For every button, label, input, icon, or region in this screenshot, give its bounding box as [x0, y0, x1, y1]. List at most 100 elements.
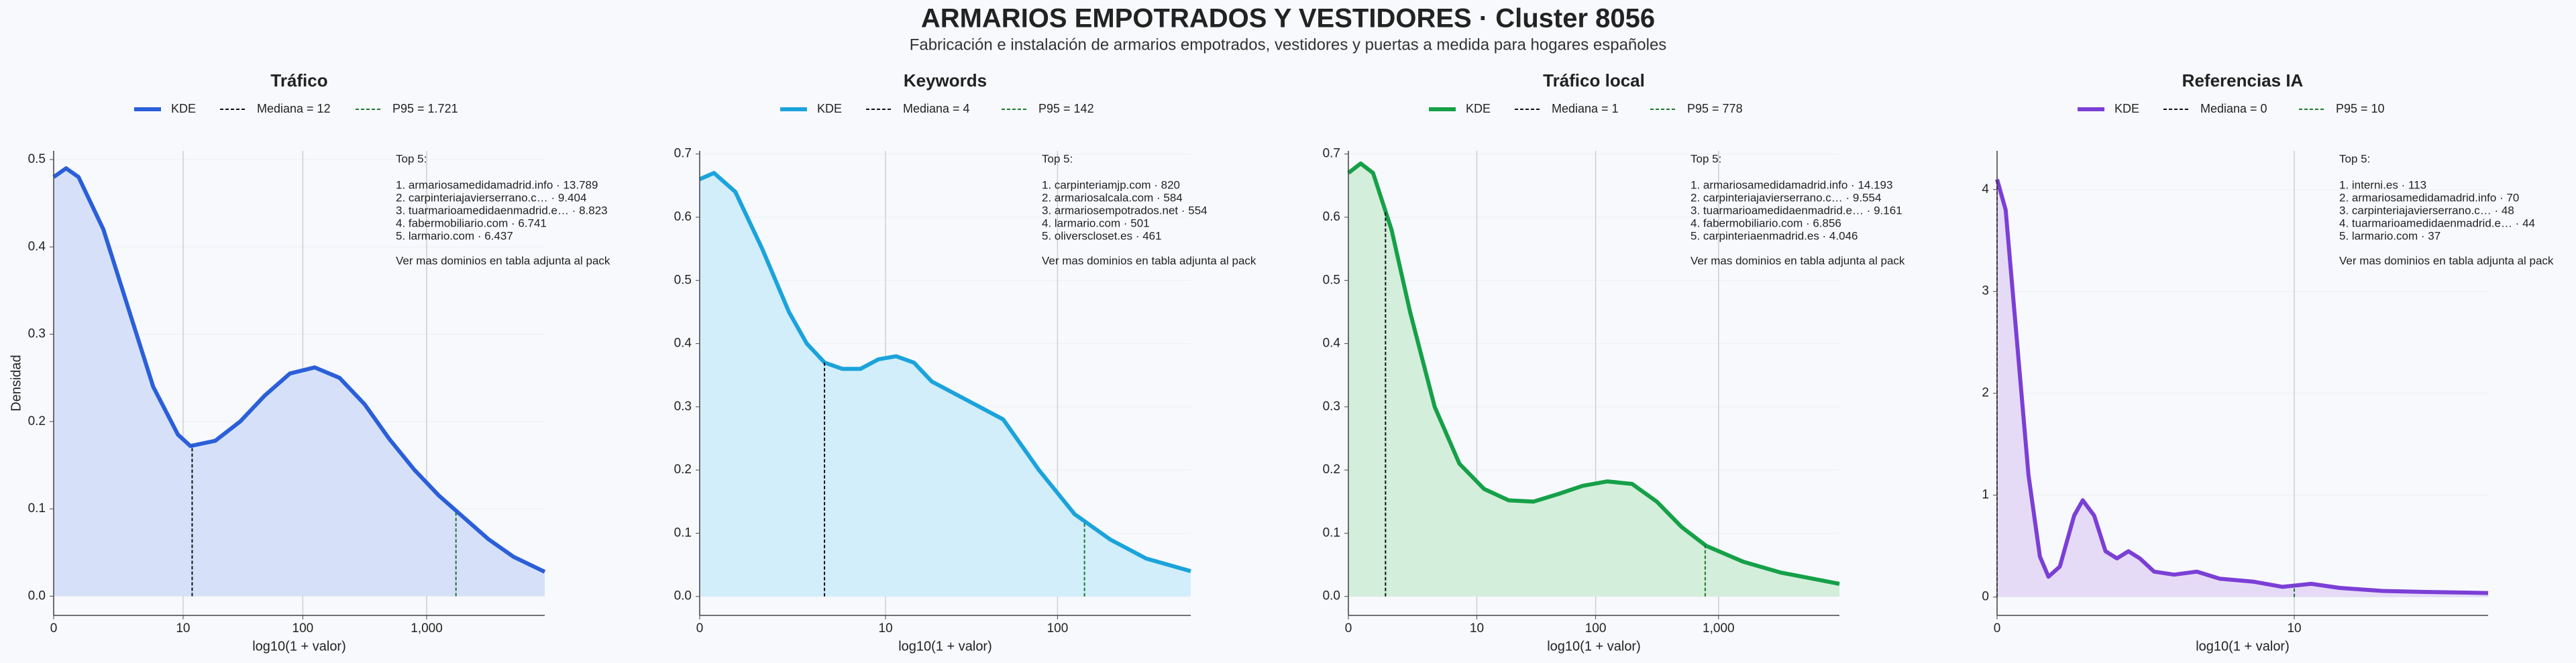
x-axis-label: log10(1 + valor)	[898, 639, 992, 654]
legend-kde-label: KDE	[817, 102, 842, 115]
annotation-item: 3. carpinteriajavierserrano.c… · 48	[2339, 204, 2514, 217]
y-tick-label: 0.3	[674, 400, 692, 414]
annotation-heading: Top 5:	[1690, 152, 1721, 165]
y-tick-label: 3	[1982, 284, 1989, 298]
y-tick-label: 0.4	[674, 337, 692, 351]
legend-kde-label: KDE	[171, 102, 196, 115]
annotation-heading: Top 5:	[2339, 152, 2370, 165]
y-tick-label: 1	[1982, 488, 1989, 502]
annotation-item: 5. larmario.com · 6.437	[396, 229, 513, 242]
annotation-heading: Top 5:	[1042, 152, 1073, 165]
x-tick-label: 100	[1047, 621, 1069, 636]
annotation-item: 3. tuarmarioamedidaenmadrid.e… · 8.823	[396, 204, 608, 217]
x-axis-label: log10(1 + valor)	[2196, 639, 2290, 654]
x-tick-label: 100	[1585, 621, 1607, 636]
page-title: ARMARIOS EMPOTRADOS Y VESTIDORES · Clust…	[921, 4, 1655, 34]
x-tick-label: 10	[879, 621, 893, 636]
annotation-item: 5. carpinteriaenmadrid.es · 4.046	[1690, 229, 1858, 242]
annotation-item: 3. tuarmarioamedidaenmadrid.e… · 9.161	[1690, 204, 1902, 217]
y-tick-label: 0.5	[28, 152, 46, 166]
annotation-item: 2. carpinteriajavierserrano.c… · 9.554	[1690, 191, 1881, 204]
annotation-item: 1. carpinteriamjp.com · 820	[1042, 178, 1180, 191]
annotation-item: 2. carpinteriajavierserrano.c… · 9.404	[396, 191, 586, 204]
x-tick-label: 0	[50, 621, 58, 636]
y-tick-label: 0.0	[28, 589, 46, 603]
legend-median-label: Mediana = 4	[903, 102, 970, 115]
annotation-footer: Ver mas dominios en tabla adjunta al pac…	[2339, 254, 2554, 267]
annotation-footer: Ver mas dominios en tabla adjunta al pac…	[396, 254, 610, 267]
y-tick-label: 0.0	[674, 589, 692, 603]
panel-title: Keywords	[904, 70, 987, 91]
legend-p95-label: P95 = 142	[1038, 102, 1094, 115]
y-tick-label: 0.4	[1323, 337, 1341, 351]
annotation-item: 2. armariosalcala.com · 584	[1042, 191, 1183, 204]
kde-line	[1995, 178, 2489, 595]
y-axis-label: Densidad	[9, 355, 23, 412]
annotation-item: 2. armariosamedidamadrid.info · 70	[2339, 191, 2519, 204]
annotation-item: 1. armariosamedidamadrid.info · 13.789	[396, 178, 598, 191]
annotation-item: 3. armariosempotrados.net · 554	[1042, 204, 1208, 217]
kde-line	[698, 171, 1191, 573]
legend-p95-label: P95 = 10	[2336, 102, 2385, 115]
annotation-item: 4. fabermobiliario.com · 6.741	[396, 217, 547, 229]
y-tick-label: 0.6	[674, 210, 692, 224]
y-tick-label: 0.2	[674, 463, 692, 477]
x-tick-label: 10	[176, 621, 190, 636]
legend-kde-label: KDE	[1466, 102, 1491, 115]
y-tick-label: 0.2	[1323, 463, 1340, 477]
legend-median-label: Mediana = 12	[257, 102, 331, 115]
annotation-item: 4. fabermobiliario.com · 6.856	[1690, 217, 1841, 229]
x-tick-label: 0	[696, 621, 704, 636]
legend-median-label: Mediana = 1	[1552, 102, 1619, 115]
kde-area	[1348, 163, 1839, 597]
kde-line	[1347, 161, 1840, 586]
x-tick-label: 1,000	[411, 621, 443, 636]
x-axis-label: log10(1 + valor)	[1547, 639, 1641, 654]
y-tick-label: 0.0	[1323, 589, 1340, 603]
annotation-item: 5. oliverscloset.es · 461	[1042, 229, 1162, 242]
legend-median-label: Mediana = 0	[2200, 102, 2267, 115]
y-tick-label: 0.1	[674, 526, 692, 540]
page-subtitle: Fabricación e instalación de armarios em…	[910, 36, 1667, 54]
kde-area	[54, 168, 545, 597]
x-axis-label: log10(1 + valor)	[252, 639, 346, 654]
annotation-footer: Ver mas dominios en tabla adjunta al pac…	[1042, 254, 1256, 267]
y-tick-label: 4	[1982, 182, 1989, 196]
x-tick-label: 1,000	[1703, 621, 1735, 636]
y-tick-label: 0	[1982, 590, 1989, 604]
panel-title: Tráfico local	[1543, 70, 1645, 91]
y-tick-label: 0.7	[674, 147, 692, 161]
x-tick-label: 0	[1345, 621, 1352, 636]
y-tick-label: 0.6	[1323, 210, 1340, 224]
annotation-item: 1. interni.es · 113	[2339, 178, 2426, 191]
x-tick-label: 10	[2287, 621, 2301, 636]
y-tick-label: 0.5	[1323, 273, 1340, 287]
y-tick-label: 0.4	[28, 239, 46, 253]
y-tick-label: 0.3	[28, 327, 46, 341]
annotation-footer: Ver mas dominios en tabla adjunta al pac…	[1690, 254, 1905, 267]
y-tick-label: 0.1	[28, 501, 46, 516]
x-tick-label: 10	[1470, 621, 1484, 636]
y-tick-label: 0.3	[1323, 400, 1340, 414]
y-tick-label: 0.2	[28, 414, 46, 428]
x-tick-label: 100	[292, 621, 314, 636]
annotation-item: 5. larmario.com · 37	[2339, 229, 2440, 242]
legend-p95-label: P95 = 1.721	[392, 102, 458, 115]
legend-p95-label: P95 = 778	[1687, 102, 1743, 115]
annotation-item: 4. tuarmarioamedidaenmadrid.e… · 44	[2339, 217, 2535, 229]
y-tick-label: 2	[1982, 386, 1989, 400]
y-tick-label: 0.7	[1323, 147, 1340, 161]
panel-title: Referencias IA	[2182, 70, 2304, 91]
legend-kde-label: KDE	[2114, 102, 2139, 115]
kde-area	[700, 173, 1191, 597]
annotation-heading: Top 5:	[396, 152, 427, 165]
x-tick-label: 0	[1994, 621, 2001, 636]
panel-title: Tráfico	[270, 70, 327, 91]
y-tick-label: 0.1	[1323, 526, 1340, 540]
annotation-item: 1. armariosamedidamadrid.info · 14.193	[1690, 178, 1892, 191]
annotation-item: 4. larmario.com · 501	[1042, 217, 1150, 229]
kde-line	[52, 166, 546, 574]
y-tick-label: 0.5	[674, 273, 692, 287]
